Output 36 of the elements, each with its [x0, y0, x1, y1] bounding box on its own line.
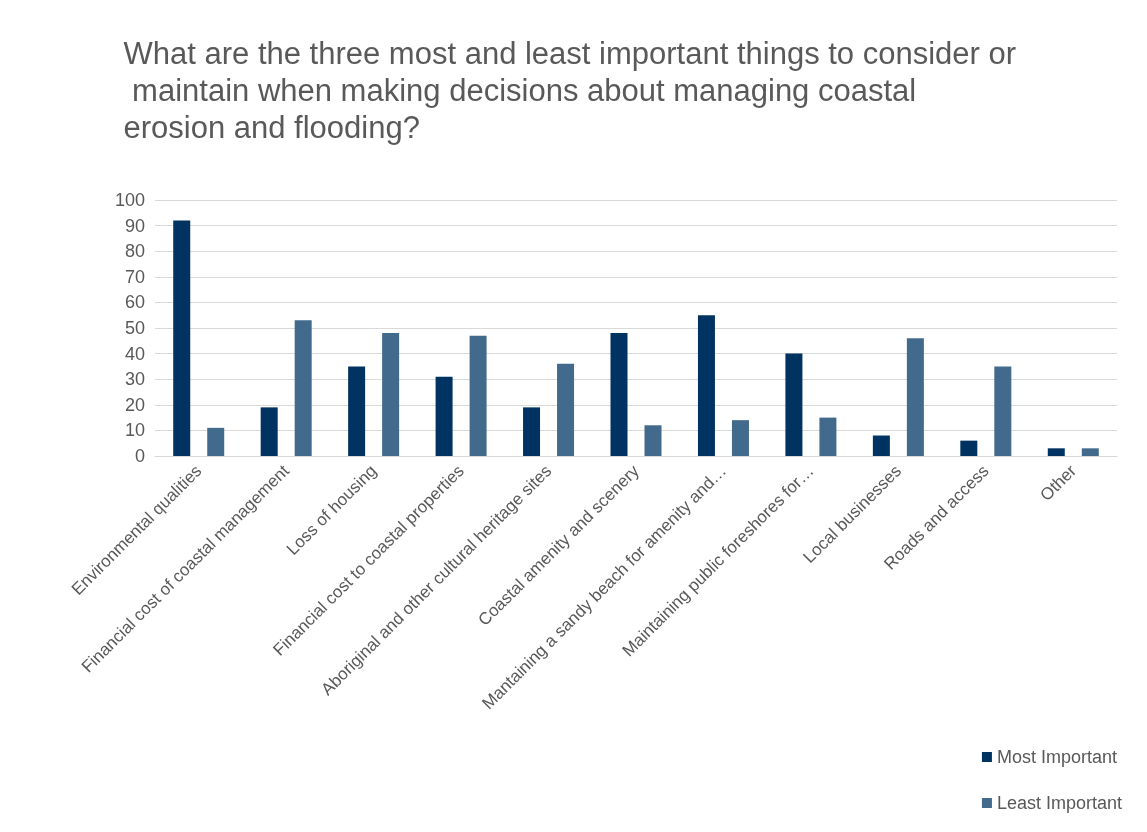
bar	[469, 335, 487, 456]
y-tick-label: 30	[124, 369, 145, 390]
y-tick-label: 10	[124, 420, 145, 441]
bar	[1081, 448, 1099, 456]
bar	[994, 366, 1012, 456]
bar	[557, 363, 575, 456]
bar	[260, 407, 278, 456]
bar	[435, 376, 453, 456]
bar	[644, 425, 662, 456]
y-tick-label: 50	[124, 318, 145, 338]
y-tick-label: 60	[124, 292, 145, 313]
bar	[785, 353, 803, 456]
bar	[382, 333, 400, 456]
bar	[906, 338, 924, 456]
chart-title: What are the three most and least important things to consider or maintain when making decisions about managing coastal erosion and flooding?	[123, 36, 1017, 145]
y-tick-label: 20	[124, 394, 145, 415]
bar	[207, 427, 225, 456]
legend-label: Least Important	[996, 793, 1123, 813]
y-tick-label: 70	[124, 266, 145, 287]
bar	[173, 220, 191, 456]
legend-label: Most Important	[996, 747, 1117, 767]
bar	[819, 417, 837, 456]
bar	[294, 320, 312, 456]
y-tick-label: 100	[114, 190, 145, 210]
bar	[348, 366, 366, 456]
bar	[1047, 448, 1065, 456]
y-tick-label: 90	[124, 215, 145, 236]
y-tick-label: 40	[124, 343, 145, 364]
y-tick-label: 80	[124, 241, 145, 262]
bar	[610, 333, 628, 456]
bar	[872, 435, 890, 456]
y-tick-label: 0	[134, 446, 145, 466]
bar	[960, 440, 978, 456]
bar	[523, 407, 541, 456]
bar	[697, 315, 715, 456]
bar	[731, 420, 749, 456]
